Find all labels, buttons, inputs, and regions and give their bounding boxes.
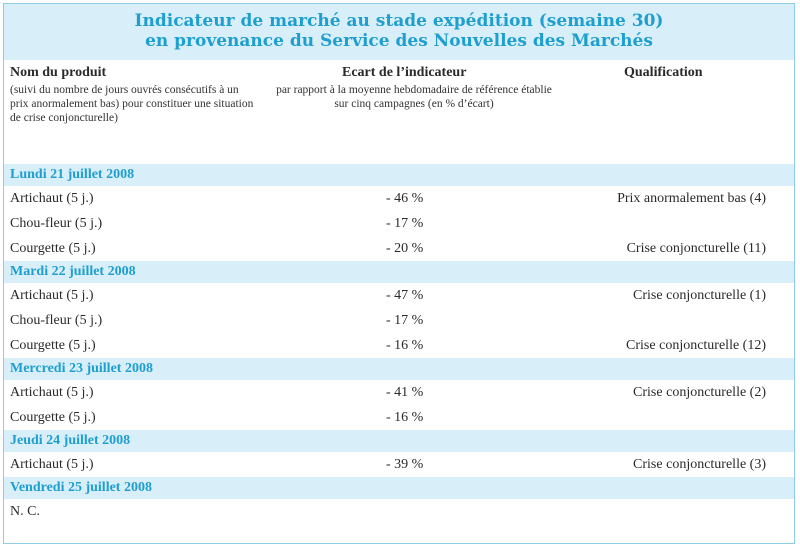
- table-row: Artichaut (5 j.) - 47 % Crise conjoncturel…: [4, 283, 794, 308]
- product-cell: Artichaut (5 j.): [10, 457, 94, 472]
- ecart-cell: - 16 %: [386, 410, 424, 425]
- product-cell: Courgette (5 j.): [10, 338, 96, 353]
- header-ecart: Ecart de l’indicateur: [342, 65, 467, 80]
- qualification-cell: Crise conjoncturelle (12): [626, 338, 766, 353]
- ecart-cell: - 47 %: [386, 288, 424, 303]
- ecart-cell: - 17 %: [386, 313, 424, 328]
- ecart-cell: - 20 %: [386, 241, 424, 256]
- product-cell: Artichaut (5 j.): [10, 191, 94, 206]
- table-row: Artichaut (5 j.) - 46 % Prix anormalement …: [4, 186, 794, 211]
- product-cell: Courgette (5 j.): [10, 410, 96, 425]
- ecart-cell: - 17 %: [386, 216, 424, 231]
- header-product-sub: (suivi du nombre de jours ouvrés consécu…: [10, 84, 254, 124]
- ecart-cell: - 39 %: [386, 457, 424, 472]
- table-row: Courgette (5 j.) - 16 % Crise conjoncturel…: [4, 333, 794, 358]
- table-row: N. C.: [4, 499, 794, 524]
- qualification-cell: Crise conjoncturelle (2): [633, 385, 766, 400]
- ecart-cell: - 41 %: [386, 385, 424, 400]
- qualification-cell: Crise conjoncturelle (3): [633, 457, 766, 472]
- table-row: Chou-fleur (5 j.) - 17 %: [4, 211, 794, 236]
- table-title-line-2: en provenance du Service des Nouvelles d…: [145, 31, 653, 51]
- column-headers: Nom du produit (suivi du nombre de jours…: [4, 60, 794, 164]
- qualification-cell: Prix anormalement bas (4): [617, 191, 766, 206]
- table-body: Lundi 21 juillet 2008 Artichaut (5 j.) - 4…: [4, 164, 794, 524]
- section-date: Jeudi 24 juillet 2008: [4, 430, 794, 452]
- section-date: Mercredi 23 juillet 2008: [4, 358, 794, 380]
- table-row: Courgette (5 j.) - 20 % Crise conjoncturel…: [4, 236, 794, 261]
- product-cell: Artichaut (5 j.): [10, 385, 94, 400]
- ecart-cell: - 16 %: [386, 338, 424, 353]
- product-cell: Chou-fleur (5 j.): [10, 313, 103, 328]
- qualification-cell: Crise conjoncturelle (1): [633, 288, 766, 303]
- header-qualification: Qualification: [624, 65, 703, 80]
- table-row: Courgette (5 j.) - 16 %: [4, 405, 794, 430]
- market-indicator-table: Indicateur de marché au stade expédition…: [3, 3, 795, 544]
- table-title: Indicateur de marché au stade expédition…: [4, 4, 794, 60]
- header-product: Nom du produit: [10, 65, 107, 80]
- product-cell: N. C.: [10, 504, 40, 519]
- table-row: Chou-fleur (5 j.) - 17 %: [4, 308, 794, 333]
- table-row: Artichaut (5 j.) - 39 % Crise conjoncturel…: [4, 452, 794, 477]
- product-cell: Chou-fleur (5 j.): [10, 216, 103, 231]
- product-cell: Courgette (5 j.): [10, 241, 96, 256]
- qualification-cell: Crise conjoncturelle (11): [626, 241, 766, 256]
- product-cell: Artichaut (5 j.): [10, 288, 94, 303]
- table-title-line-1: Indicateur de marché au stade expédition…: [134, 11, 664, 31]
- table-row: Artichaut (5 j.) - 41 % Crise conjoncturel…: [4, 380, 794, 405]
- ecart-cell: - 46 %: [386, 191, 424, 206]
- section-date: Lundi 21 juillet 2008: [4, 164, 794, 186]
- section-date: Mardi 22 juillet 2008: [4, 261, 794, 283]
- section-date: Vendredi 25 juillet 2008: [4, 477, 794, 499]
- header-ecart-sub: par rapport à la moyenne hebdomadaire de…: [276, 84, 552, 110]
